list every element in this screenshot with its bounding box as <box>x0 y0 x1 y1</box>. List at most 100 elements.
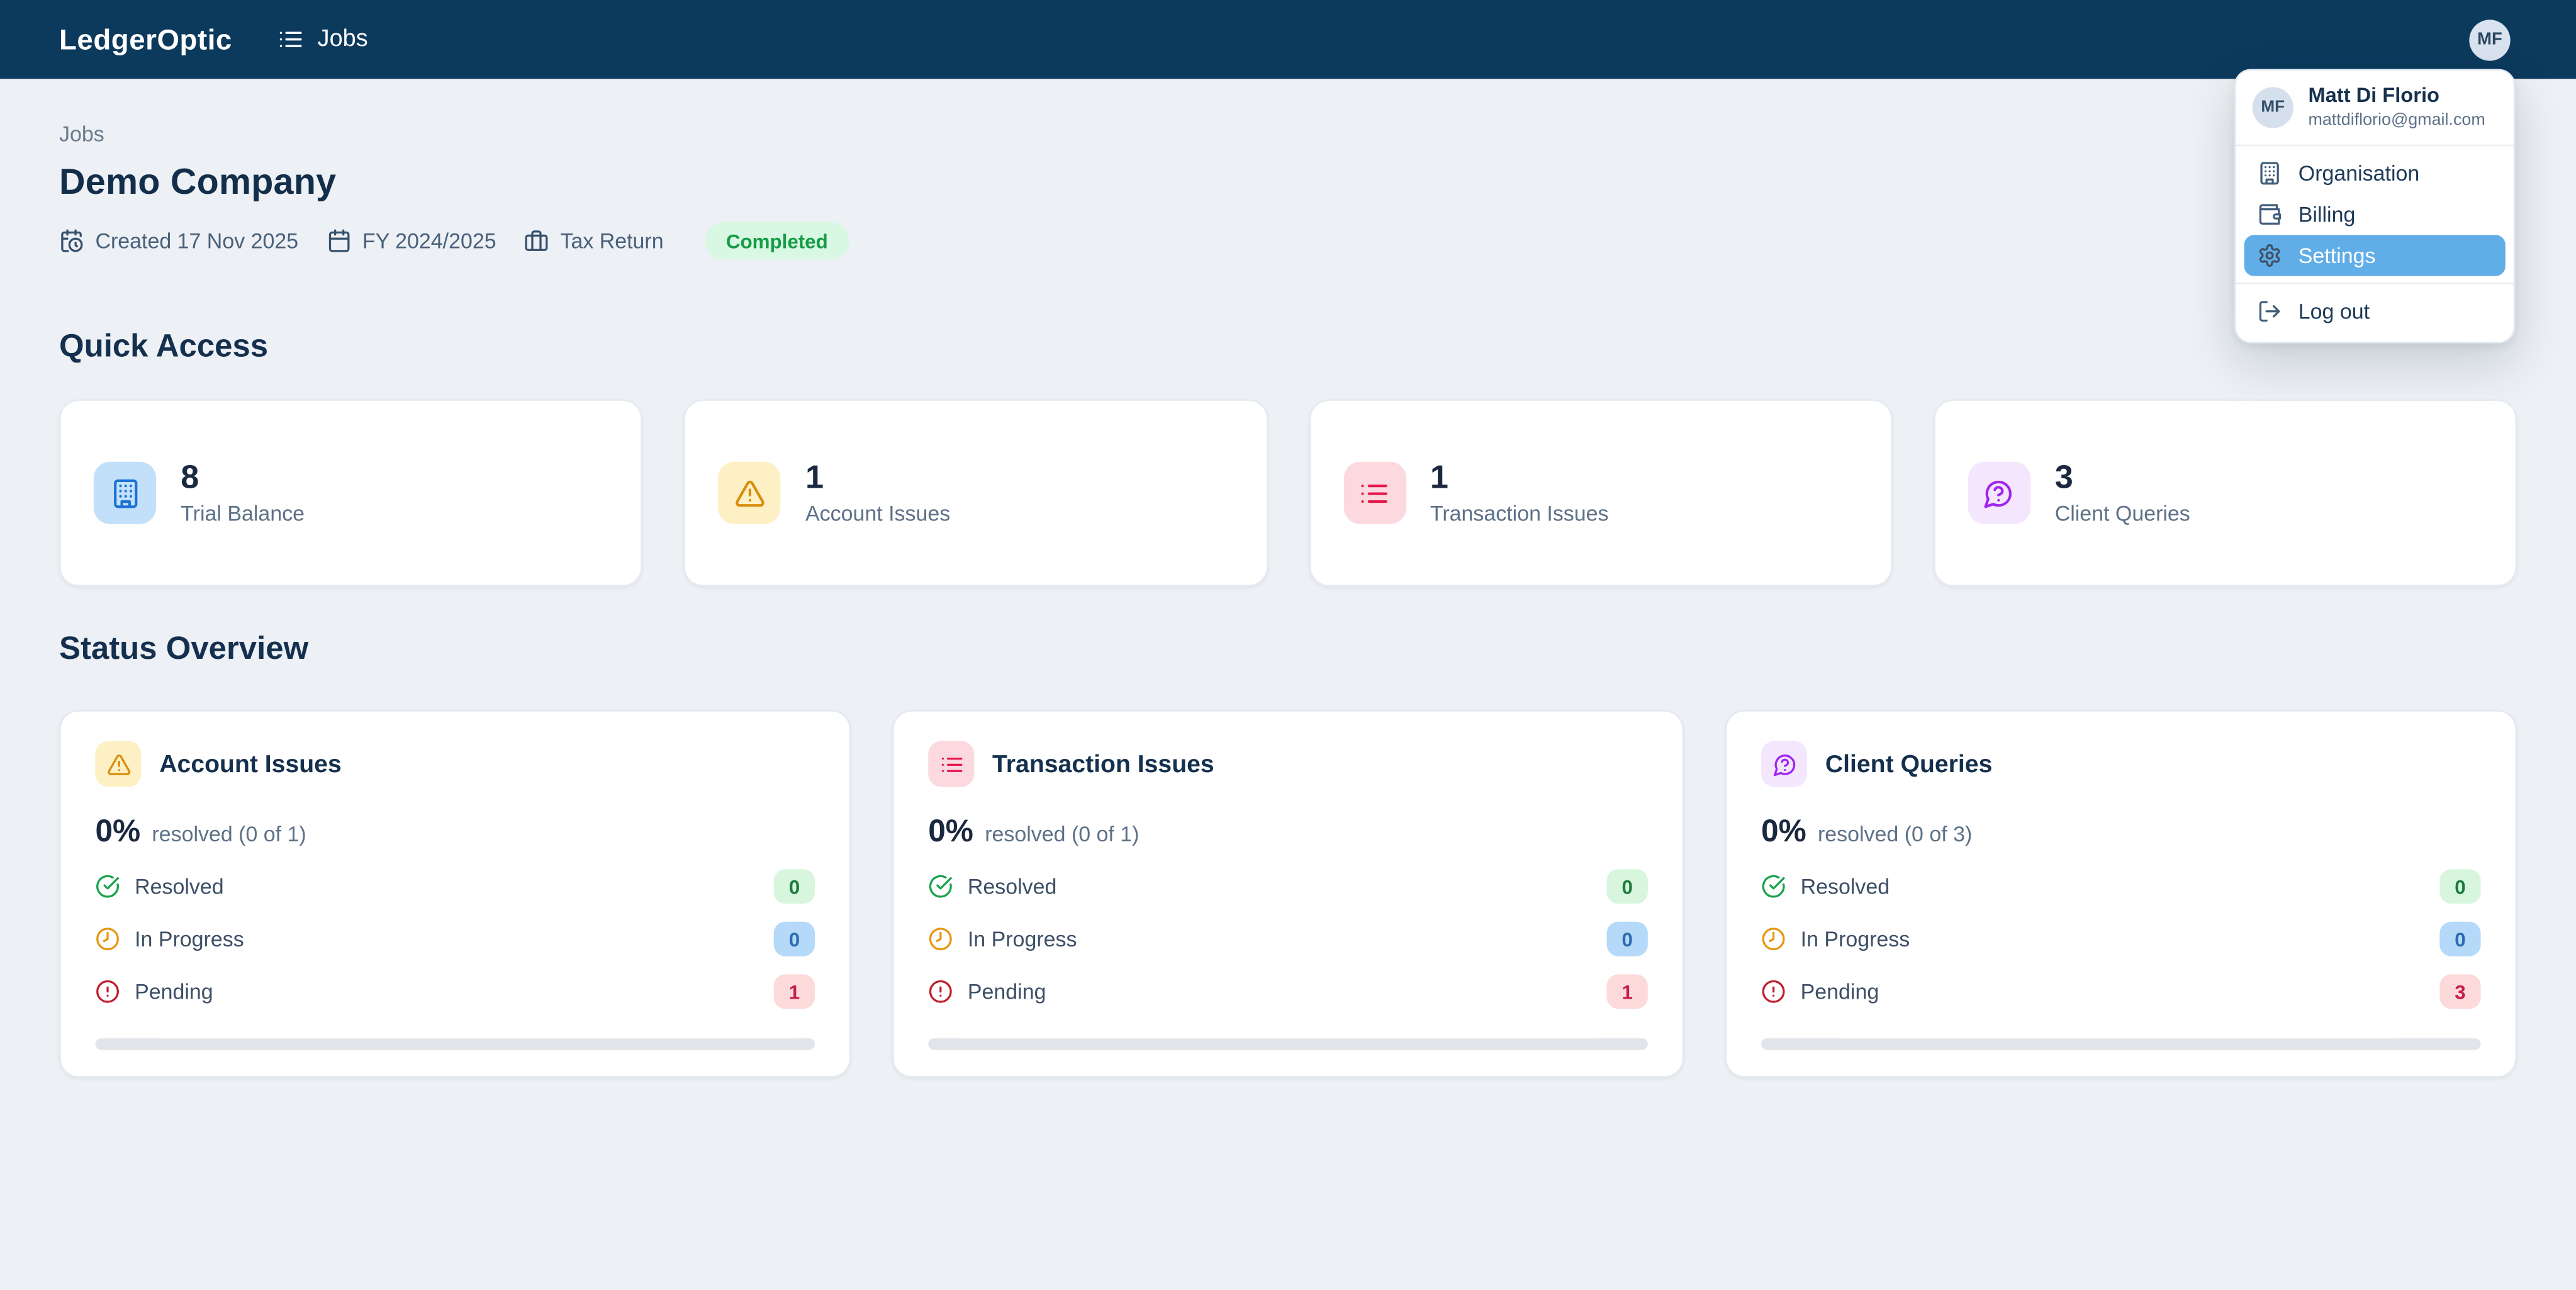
status-card-client-queries: Client Queries 0% resolved (0 of 3) Reso… <box>1725 709 2517 1078</box>
menu-item-settings[interactable]: Settings <box>2244 235 2506 276</box>
quick-access-heading: Quick Access <box>59 328 269 365</box>
alert-triangle-icon <box>95 741 142 787</box>
building-icon <box>93 461 157 524</box>
quick-card-count: 8 <box>181 460 199 496</box>
row-pending-label: Pending <box>1800 979 1879 1004</box>
row-pending-label: Pending <box>135 979 213 1004</box>
clock-icon <box>95 927 120 951</box>
resolved-fraction: resolved (0 of 1) <box>152 821 306 846</box>
progress-bar <box>1761 1038 2481 1050</box>
pending-count-badge: 3 <box>2439 974 2481 1009</box>
row-resolved: Resolved 0 <box>928 869 1648 904</box>
resolved-fraction: resolved (0 of 3) <box>1817 821 1973 846</box>
gear-icon <box>2258 243 2282 267</box>
in-progress-count-badge: 0 <box>2439 921 2481 956</box>
row-in-progress-label: In Progress <box>135 926 244 951</box>
job-meta-row: Created 17 Nov 2025 FY 2024/2025 Tax Ret… <box>59 222 2517 260</box>
quick-card-label: Trial Balance <box>181 501 305 526</box>
calendar-icon <box>327 228 351 253</box>
quick-card-count: 1 <box>1430 460 1448 496</box>
menu-item-organisation[interactable]: Organisation <box>2244 153 2506 194</box>
quick-card-client-queries[interactable]: 3 Client Queries <box>1933 399 2517 587</box>
row-resolved: Resolved 0 <box>95 869 815 904</box>
pending-count-badge: 1 <box>773 974 815 1009</box>
alert-triangle-icon <box>718 461 781 524</box>
page-title: Demo Company <box>59 160 337 203</box>
row-pending: Pending 3 <box>1761 974 2481 1009</box>
list-icon <box>278 26 305 53</box>
row-pending: Pending 1 <box>928 974 1648 1009</box>
clock-icon <box>1761 927 1786 951</box>
top-navigation-bar: LedgerOptic Jobs MF <box>0 0 2576 79</box>
meta-fiscal-year: FY 2024/2025 <box>327 228 496 253</box>
status-overview-heading: Status Overview <box>59 631 309 668</box>
breadcrumb[interactable]: Jobs <box>59 121 104 147</box>
user-info-row: MF Matt Di Florio mattdiflorio@gmail.com <box>2236 70 2514 147</box>
calendar-clock-icon <box>59 228 84 253</box>
quick-card-transaction-issues[interactable]: 1 Transaction Issues <box>1308 399 1893 587</box>
quick-card-trial-balance[interactable]: 8 Trial Balance <box>59 399 643 587</box>
row-resolved: Resolved 0 <box>1761 869 2481 904</box>
check-circle-icon <box>95 874 120 899</box>
menu-item-organisation-label: Organisation <box>2298 160 2420 186</box>
alert-circle-icon <box>928 979 953 1004</box>
nav-item-jobs[interactable]: Jobs <box>278 26 368 53</box>
menu-item-billing-label: Billing <box>2298 202 2356 227</box>
menu-item-logout-label: Log out <box>2298 299 2370 324</box>
resolved-count-badge: 0 <box>773 869 815 904</box>
resolved-percent: 0% <box>1761 815 1806 850</box>
page-content: Jobs Demo Company Created 17 Nov 2025 FY… <box>0 79 2576 1078</box>
user-dropdown-menu: MF Matt Di Florio mattdiflorio@gmail.com… <box>2234 69 2516 344</box>
list-icon <box>1343 461 1406 524</box>
quick-card-count: 1 <box>805 460 824 496</box>
pending-count-badge: 1 <box>1606 974 1648 1009</box>
row-resolved-label: Resolved <box>135 874 224 899</box>
status-card-transaction-issues: Transaction Issues 0% resolved (0 of 1) … <box>892 709 1684 1078</box>
row-in-progress: In Progress 0 <box>928 921 1648 956</box>
menu-footer-group: Log out <box>2236 284 2514 342</box>
menu-item-logout[interactable]: Log out <box>2244 291 2506 332</box>
chat-question-icon <box>1761 741 1808 787</box>
user-name: Matt Di Florio <box>2308 84 2439 107</box>
meta-job-type-label: Tax Return <box>560 228 664 254</box>
row-resolved-label: Resolved <box>967 874 1057 899</box>
resolved-count-badge: 0 <box>2439 869 2481 904</box>
status-card-title: Account Issues <box>159 749 342 778</box>
resolved-count-badge: 0 <box>1606 869 1648 904</box>
status-card-title: Client Queries <box>1825 749 1993 778</box>
alert-circle-icon <box>95 979 120 1004</box>
quick-card-account-issues[interactable]: 1 Account Issues <box>683 399 1268 587</box>
meta-fiscal-year-label: FY 2024/2025 <box>362 228 496 254</box>
clock-icon <box>928 927 953 951</box>
alert-circle-icon <box>1761 979 1786 1004</box>
quick-card-count: 3 <box>2054 460 2073 496</box>
user-email: mattdiflorio@gmail.com <box>2308 111 2485 130</box>
meta-created: Created 17 Nov 2025 <box>59 228 298 253</box>
status-card-account-issues: Account Issues 0% resolved (0 of 1) Reso… <box>59 709 851 1078</box>
menu-item-billing[interactable]: Billing <box>2244 194 2506 235</box>
progress-bar <box>95 1038 815 1050</box>
resolved-fraction: resolved (0 of 1) <box>985 821 1140 846</box>
logout-icon <box>2258 299 2282 323</box>
wallet-icon <box>2258 202 2282 227</box>
status-overview-grid: Account Issues 0% resolved (0 of 1) Reso… <box>59 709 2517 1078</box>
status-badge: Completed <box>704 222 849 260</box>
meta-created-label: Created 17 Nov 2025 <box>95 228 299 254</box>
resolved-percent: 0% <box>928 815 973 850</box>
resolved-percent: 0% <box>95 815 141 850</box>
row-in-progress: In Progress 0 <box>1761 921 2481 956</box>
row-pending: Pending 1 <box>95 974 815 1009</box>
check-circle-icon <box>1761 874 1786 899</box>
list-icon <box>928 741 975 787</box>
briefcase-icon <box>524 228 549 253</box>
user-avatar-button[interactable]: MF <box>2469 19 2511 60</box>
app-logo[interactable]: LedgerOptic <box>59 22 232 55</box>
quick-card-label: Transaction Issues <box>1430 501 1609 526</box>
row-in-progress-label: In Progress <box>967 926 1077 951</box>
menu-items-group: Organisation Billing Settings <box>2236 146 2514 284</box>
quick-access-grid: 8 Trial Balance 1 Account Issues 1 Trans… <box>59 399 2517 587</box>
menu-item-settings-label: Settings <box>2298 243 2376 268</box>
chat-question-icon <box>1968 461 2030 524</box>
meta-job-type: Tax Return <box>524 228 664 253</box>
